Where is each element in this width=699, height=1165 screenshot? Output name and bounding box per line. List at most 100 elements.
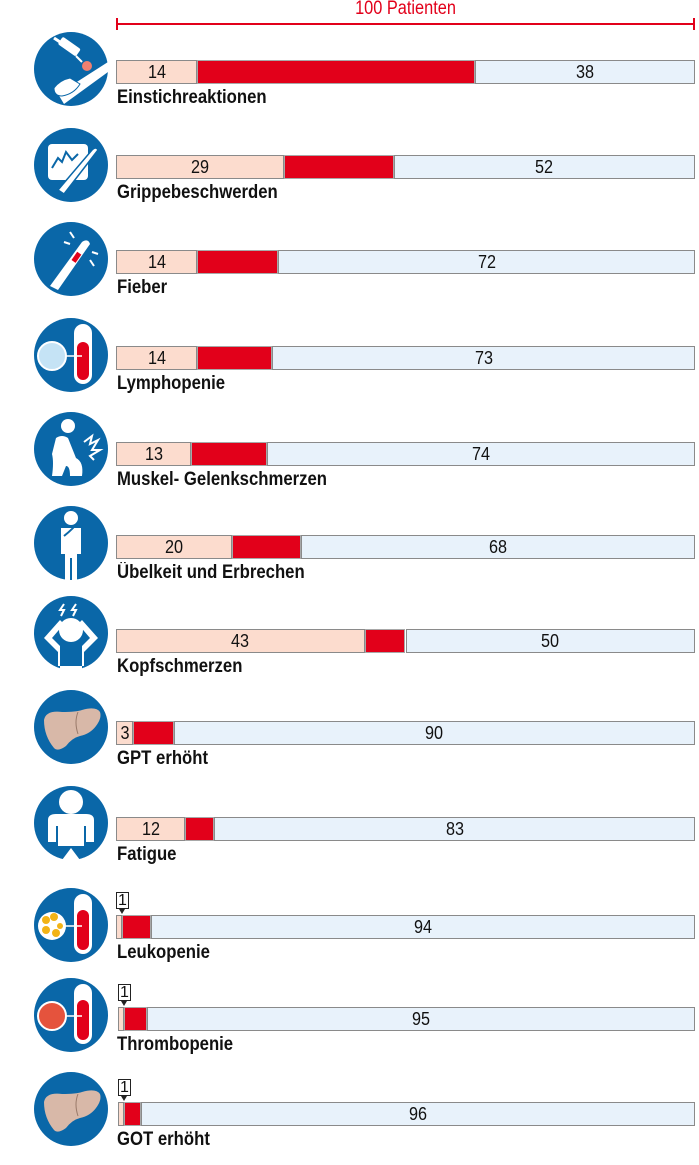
category-label: Thrombopenie [117, 1034, 234, 1055]
bar-segment-mild: 29 [116, 155, 284, 179]
category-label: GPT erhöht [117, 748, 209, 769]
bar-segment-none: 90 [173, 721, 695, 745]
data-label-mild: 43 [231, 630, 250, 651]
bar-segment-mild: 43 [116, 629, 365, 653]
data-label-mild: 14 [147, 347, 166, 368]
data-label-mild: 13 [144, 443, 163, 464]
bar-muskel-gelenkschmerzen: 13 74 [116, 442, 695, 466]
bar-segment-none: 68 [301, 535, 695, 559]
bar-einstichreaktionen: 14 38 [116, 60, 695, 84]
bar-segment-mild: 3 [116, 721, 134, 745]
bar-segment-severe [197, 346, 273, 370]
category-label: Fieber [117, 277, 168, 298]
bar-thrombopenie: 1 95 [118, 984, 695, 1031]
bar-segment-mild: 20 [116, 535, 232, 559]
bar-segment-none: 96 [141, 1102, 695, 1126]
data-label-none: 52 [535, 156, 554, 177]
data-label-none: 94 [413, 916, 432, 937]
bar-segment-severe [197, 60, 475, 84]
bar-segment-none: 83 [214, 817, 695, 841]
bar-segment-none: 73 [272, 346, 695, 370]
bar-segment-severe [197, 250, 279, 274]
bar-grippebeschwerden: 29 52 [116, 155, 695, 179]
scale-line [116, 23, 695, 25]
leukocyte-test-tube-icon [34, 888, 108, 962]
bar-lymphopenie: 14 73 [116, 346, 695, 370]
bar-segment-mild: 12 [116, 817, 186, 841]
bar-segment-severe [133, 721, 174, 745]
bar-segment-severe [364, 629, 406, 653]
category-label: Lymphopenie [117, 373, 226, 394]
injection-icon [34, 32, 108, 106]
headache-icon [34, 596, 108, 670]
bar-segment-mild: 14 [116, 60, 198, 84]
category-label: Kopfschmerzen [117, 656, 243, 677]
liver-icon [34, 1072, 108, 1146]
bar-segment-severe [123, 1102, 142, 1126]
data-label-none: 96 [409, 1103, 428, 1124]
category-label: GOT erhöht [117, 1129, 210, 1150]
flu-thermometer-icon [34, 128, 108, 202]
bar-segment-mild: 13 [116, 442, 192, 466]
scale-tick-right [693, 18, 695, 30]
category-label: Einstichreaktionen [117, 87, 267, 108]
scale-title: 100 Patienten [355, 0, 456, 19]
bar-segment-severe [283, 155, 394, 179]
category-label: Grippebeschwerden [117, 182, 278, 203]
category-label: Muskel- Gelenkschmerzen [117, 469, 328, 490]
data-label-mild-callout: 1 [118, 1079, 131, 1101]
platelet-test-tube-icon [34, 978, 108, 1052]
bar-gpt-erhöht: 3 90 [116, 721, 695, 745]
bar-segment-mild: 1 [118, 984, 131, 1031]
data-label-mild: 3 [120, 722, 130, 743]
data-label-none: 73 [474, 347, 493, 368]
data-label-none: 50 [541, 630, 560, 651]
bar-segment-severe [231, 535, 302, 559]
bar-fieber: 14 72 [116, 250, 695, 274]
liver-icon [34, 690, 108, 764]
bar-kopfschmerzen: 43 50 [116, 629, 695, 653]
data-label-none: 83 [445, 818, 464, 839]
bar-fatigue: 12 83 [116, 817, 695, 841]
bar-segment-mild: 1 [118, 1079, 131, 1126]
data-label-none: 72 [477, 251, 496, 272]
data-label-none: 90 [425, 722, 444, 743]
fatigue-icon [34, 786, 108, 860]
bar-segment-none: 74 [266, 442, 695, 466]
data-label-mild: 12 [141, 818, 160, 839]
bar-leukopenie: 1 94 [116, 892, 695, 939]
data-label-none: 74 [471, 443, 490, 464]
data-label-none: 38 [575, 61, 594, 82]
data-label-none: 95 [411, 1008, 430, 1029]
bar-segment-none: 94 [150, 915, 695, 939]
nausea-icon [34, 506, 108, 580]
data-label-mild: 14 [147, 251, 166, 272]
bar-segment-none: 72 [278, 250, 695, 274]
category-label: Leukopenie [117, 942, 210, 963]
bar-got-erhöht: 1 96 [118, 1079, 695, 1126]
bar-segment-mild: 1 [116, 892, 129, 939]
bar-segment-none: 38 [474, 60, 695, 84]
data-label-mild-callout: 1 [118, 984, 131, 1006]
bar-segment-severe [185, 817, 215, 841]
bar-segment-none: 95 [146, 1007, 695, 1031]
data-label-mild: 20 [164, 536, 183, 557]
bar-segment-none: 52 [393, 155, 695, 179]
bar-segment-severe [191, 442, 267, 466]
data-label-mild: 29 [190, 156, 209, 177]
bar-segment-mild: 14 [116, 250, 198, 274]
bar-übelkeit-und-erbrechen: 20 68 [116, 535, 695, 559]
data-label-mild-callout: 1 [116, 892, 129, 914]
category-label: Fatigue [117, 844, 177, 865]
scale-tick-left [116, 18, 118, 30]
category-label: Übelkeit und Erbrechen [117, 562, 305, 583]
bar-segment-severe [123, 1007, 147, 1031]
data-label-mild: 14 [147, 61, 166, 82]
bar-segment-severe [121, 915, 151, 939]
bar-segment-mild: 14 [116, 346, 198, 370]
fever-thermometer-icon [34, 222, 108, 296]
data-label-none: 68 [489, 536, 508, 557]
joint-pain-icon [34, 412, 108, 486]
lymphocyte-test-tube-icon [34, 318, 108, 392]
bar-segment-none: 50 [405, 629, 695, 653]
